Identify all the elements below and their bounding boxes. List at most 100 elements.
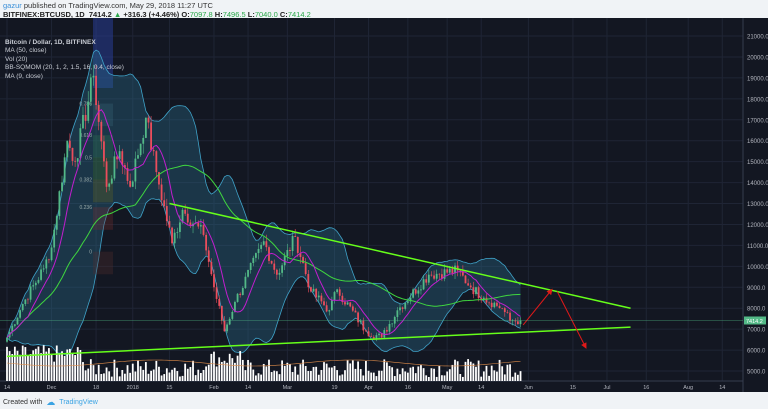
volume-bar	[278, 374, 281, 381]
candle	[422, 279, 425, 290]
volume-bar	[467, 359, 470, 381]
volume-bar	[365, 361, 367, 381]
author-link[interactable]: gazur	[3, 1, 22, 10]
x-tick-label: Dec	[47, 385, 57, 391]
forecast-arrow	[522, 288, 553, 326]
volume-bar	[425, 375, 428, 381]
volume-bar	[286, 362, 289, 381]
x-tick-label: Jul	[603, 385, 610, 391]
indicator-legend: Bitcoin / Dollar, 1D, BITFINEX MA (50, c…	[5, 39, 124, 81]
volume-bar	[475, 366, 477, 381]
candle	[304, 263, 307, 275]
candle	[213, 274, 215, 288]
volume-bar	[134, 371, 137, 381]
volume-bar	[231, 358, 234, 381]
volume-bar	[357, 361, 359, 381]
volume-bar	[252, 369, 255, 381]
volume-bar	[66, 349, 69, 381]
volume-bar	[223, 360, 226, 381]
volume-bar	[427, 376, 430, 381]
candle	[406, 301, 409, 303]
fib-level-label: 0.618	[79, 133, 92, 139]
candle	[399, 307, 401, 311]
candle	[205, 234, 208, 251]
candle	[391, 323, 394, 325]
candle	[63, 157, 66, 183]
candle	[425, 279, 428, 283]
volume-bar	[176, 371, 179, 381]
candle	[372, 336, 375, 339]
candle	[61, 182, 63, 192]
candle	[37, 279, 40, 283]
publish-header: gazur published on TradingView.com, May …	[3, 1, 311, 19]
chart-pane[interactable]: Bitcoin / Dollar, 1D, BITFINEX MA (50, c…	[0, 18, 768, 392]
candle	[396, 310, 399, 317]
candle	[68, 140, 71, 148]
candle	[307, 274, 310, 288]
volume-bar	[328, 367, 331, 381]
candle	[503, 308, 506, 313]
volume-bar	[95, 374, 97, 381]
volume-bar	[430, 368, 433, 381]
candle	[456, 265, 459, 271]
candle	[412, 289, 414, 298]
candle	[95, 75, 97, 106]
candle	[142, 137, 145, 144]
candle	[367, 331, 370, 337]
candle	[446, 269, 449, 273]
tradingview-link[interactable]: TradingView	[59, 399, 98, 406]
candle	[401, 307, 404, 309]
y-tick-label: 14000.0	[747, 181, 768, 187]
volume-bar	[464, 361, 467, 381]
candle	[19, 310, 21, 318]
volume-bar	[244, 370, 247, 381]
candle	[370, 336, 373, 337]
candle	[24, 299, 27, 305]
candle	[354, 310, 357, 313]
candle	[260, 244, 263, 249]
candle	[42, 268, 45, 270]
candle	[477, 287, 480, 299]
candle	[461, 271, 464, 276]
candle	[45, 259, 48, 269]
volume-bar	[281, 360, 283, 381]
candle	[475, 287, 477, 295]
candle	[176, 231, 179, 233]
volume-bar	[359, 369, 362, 381]
volume-bar	[150, 370, 152, 381]
candle	[40, 269, 42, 280]
volume-bar	[296, 374, 299, 381]
candle	[113, 156, 116, 179]
candle	[150, 122, 152, 151]
volume-bar	[74, 355, 77, 381]
symbol: BITFINEX:BTCUSD, 1D	[3, 10, 85, 19]
bollinger-lower	[6, 198, 521, 357]
volume-bar	[48, 348, 50, 381]
y-tick-label: 20000.0	[747, 55, 768, 61]
volume-bar	[110, 376, 113, 381]
volume-bar	[6, 346, 8, 381]
volume-bar	[194, 375, 197, 381]
candle	[116, 156, 118, 160]
volume-bar	[103, 373, 105, 381]
volume-bar	[325, 363, 328, 381]
candle	[163, 200, 166, 207]
volume-bar	[380, 370, 383, 381]
volume-bar	[469, 361, 472, 381]
x-tick-label: 19	[331, 385, 337, 391]
legend-item: MA (9, close)	[5, 72, 43, 80]
candle	[441, 274, 443, 279]
volume-bar	[155, 360, 158, 381]
volume-bar	[34, 348, 37, 381]
x-tick-label: 14	[478, 385, 484, 391]
volume-bar	[459, 373, 462, 381]
volume-bar	[488, 375, 490, 381]
volume-bar	[171, 369, 173, 381]
last-price: 7414.2	[88, 10, 112, 19]
volume-bar	[116, 367, 118, 381]
price-chart[interactable]: 21000.0 20000.0 19000.0 18000.0 17000.0 16000…	[0, 18, 768, 392]
y-tick-label: 11000.0	[747, 244, 768, 250]
volume-bar	[383, 359, 386, 381]
candle	[189, 222, 192, 227]
volume-bar	[312, 366, 315, 381]
